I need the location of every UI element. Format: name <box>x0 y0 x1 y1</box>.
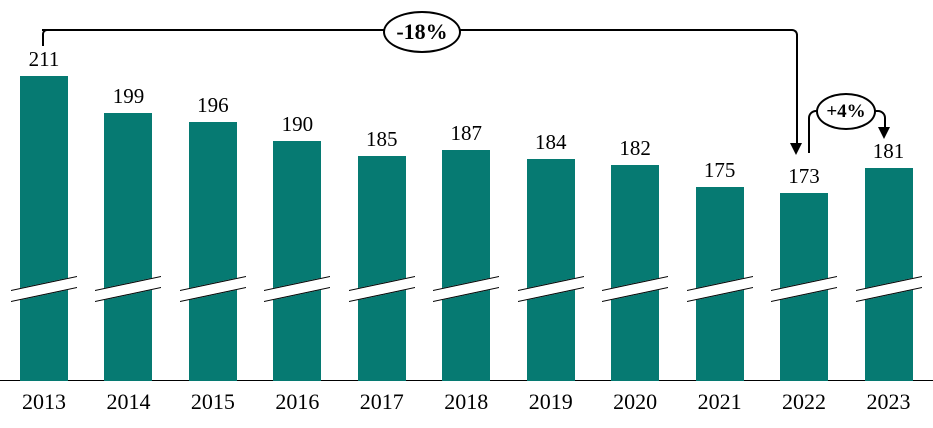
decline-badge: -18% <box>383 11 461 53</box>
bar-2018 <box>442 149 491 381</box>
bar-2015 <box>188 122 237 381</box>
bar-2017 <box>357 156 406 381</box>
bar-value-label: 173 <box>788 163 820 188</box>
bar-2014 <box>104 112 153 381</box>
bar-2019 <box>526 159 575 381</box>
x-axis-tick-label: 2016 <box>275 389 320 414</box>
x-axis-tick-label: 2014 <box>106 389 151 414</box>
bar-value-label: 211 <box>28 47 60 71</box>
bar-value-label: 185 <box>366 127 398 152</box>
decline-bracket-start-tick <box>42 29 52 46</box>
bar-value-label: 175 <box>703 157 736 182</box>
x-axis-tick-label: 2021 <box>697 389 742 414</box>
x-axis-tick-label: 2023 <box>866 389 911 414</box>
x-axis-tick-label: 2022 <box>782 389 827 414</box>
bar-value-label: 184 <box>534 130 567 155</box>
bar-2023 <box>864 168 913 381</box>
growth-arrow-down-icon <box>878 127 891 139</box>
growth-badge: +4% <box>816 93 876 130</box>
bar-value-label: 187 <box>450 120 483 145</box>
decline-arrow-down-icon <box>790 143 803 155</box>
decline-badge-label: -18% <box>396 19 448 44</box>
bar-2020 <box>611 165 660 381</box>
bar-value-label: 182 <box>619 136 651 161</box>
growth-bracket-left-segment <box>808 122 811 153</box>
growth-badge-label: +4% <box>826 100 866 122</box>
x-axis-tick-label: 2017 <box>359 389 404 414</box>
x-axis-tick-label: 2013 <box>22 389 66 414</box>
bar-2013 <box>20 76 68 381</box>
bar-value-label: 199 <box>112 83 145 108</box>
x-axis-tick-label: 2020 <box>613 389 658 414</box>
x-axis-tick-label: 2018 <box>444 389 489 414</box>
bar-value-label: 190 <box>281 111 314 136</box>
bar-value-label: 196 <box>197 93 229 118</box>
bar-2016 <box>273 140 322 381</box>
x-axis-tick-label: 2019 <box>528 389 573 414</box>
bar-value-label: 181 <box>872 139 905 164</box>
growth-bracket-right-segment <box>883 122 887 129</box>
x-axis-tick-label: 2015 <box>190 389 235 414</box>
